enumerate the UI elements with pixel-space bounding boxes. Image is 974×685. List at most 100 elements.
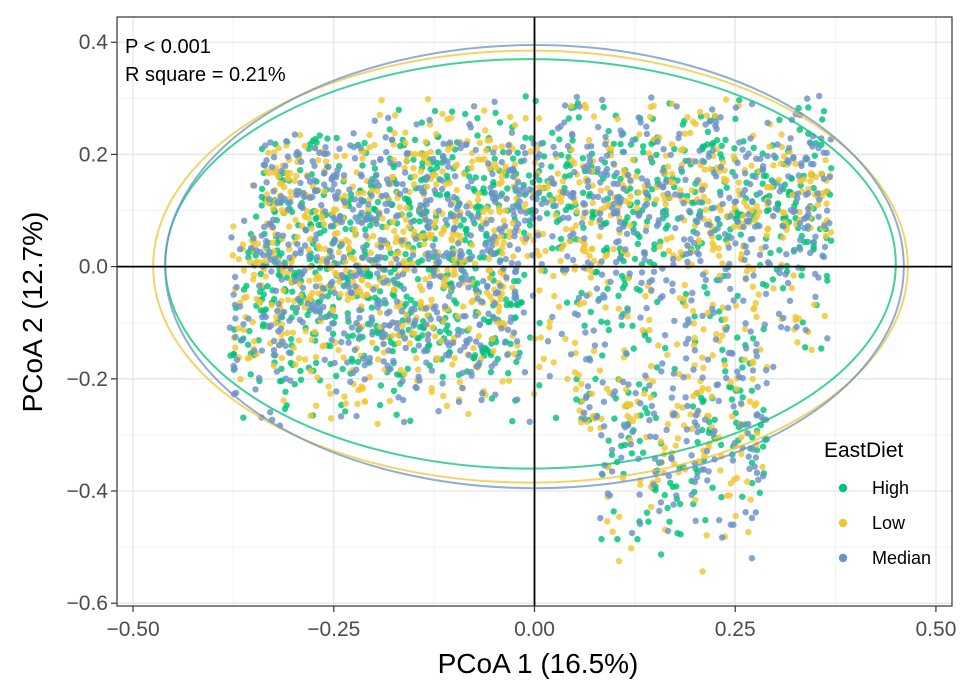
data-point bbox=[505, 149, 513, 156]
data-point bbox=[590, 113, 598, 120]
data-point bbox=[275, 300, 282, 307]
data-point bbox=[554, 125, 562, 132]
data-point bbox=[713, 137, 721, 144]
data-point bbox=[774, 141, 781, 148]
data-point bbox=[646, 258, 654, 266]
data-point bbox=[591, 342, 599, 349]
data-point bbox=[636, 131, 643, 138]
data-point bbox=[575, 371, 582, 379]
data-point bbox=[383, 223, 390, 231]
data-point bbox=[272, 168, 279, 175]
data-point bbox=[564, 142, 572, 150]
data-point bbox=[694, 438, 701, 446]
data-point bbox=[512, 288, 519, 295]
data-point bbox=[388, 260, 395, 267]
data-point bbox=[312, 236, 319, 243]
data-point bbox=[291, 131, 299, 138]
data-point bbox=[509, 418, 516, 425]
data-point bbox=[268, 268, 275, 275]
data-point bbox=[390, 387, 398, 394]
data-point bbox=[468, 372, 475, 379]
data-point bbox=[396, 203, 403, 211]
data-point bbox=[359, 162, 366, 169]
data-point bbox=[634, 240, 642, 247]
data-point bbox=[678, 165, 685, 173]
data-point bbox=[391, 227, 398, 235]
data-point bbox=[419, 332, 426, 339]
data-point bbox=[579, 189, 587, 196]
data-point bbox=[321, 188, 328, 195]
data-point bbox=[719, 260, 726, 267]
data-point bbox=[811, 152, 818, 159]
data-point bbox=[362, 226, 369, 233]
data-point bbox=[327, 415, 335, 422]
legend-label-low: Low bbox=[872, 513, 906, 533]
data-point bbox=[294, 148, 301, 156]
data-point bbox=[786, 297, 794, 304]
data-point bbox=[565, 203, 572, 210]
data-point bbox=[699, 186, 706, 193]
data-point bbox=[740, 212, 747, 220]
data-point bbox=[756, 222, 763, 230]
data-point bbox=[318, 215, 326, 222]
data-point bbox=[434, 253, 441, 260]
data-point bbox=[753, 313, 760, 320]
data-point bbox=[499, 250, 506, 257]
data-point bbox=[685, 335, 692, 342]
data-point bbox=[647, 394, 654, 401]
data-point bbox=[656, 507, 663, 515]
data-point bbox=[749, 446, 757, 453]
data-point bbox=[796, 220, 804, 227]
data-point bbox=[348, 324, 356, 331]
data-point bbox=[641, 390, 648, 397]
data-point bbox=[660, 167, 667, 174]
data-point bbox=[821, 312, 829, 320]
data-point bbox=[818, 170, 825, 177]
data-point bbox=[485, 160, 492, 167]
data-point bbox=[765, 206, 772, 213]
data-point bbox=[457, 144, 464, 152]
data-point bbox=[230, 362, 237, 370]
data-point bbox=[237, 376, 244, 383]
data-point bbox=[278, 250, 285, 257]
data-point bbox=[546, 318, 554, 325]
data-point bbox=[687, 411, 694, 418]
data-point bbox=[358, 383, 365, 390]
data-point bbox=[603, 251, 611, 258]
data-point bbox=[440, 277, 448, 284]
data-point bbox=[805, 104, 812, 111]
data-point bbox=[717, 441, 725, 449]
data-point bbox=[716, 276, 723, 284]
data-point bbox=[371, 141, 378, 149]
data-point bbox=[422, 346, 429, 353]
data-point bbox=[336, 212, 344, 220]
data-point bbox=[598, 432, 605, 439]
data-point bbox=[395, 161, 402, 168]
data-point bbox=[429, 242, 437, 249]
data-point bbox=[406, 340, 413, 347]
data-point bbox=[636, 491, 643, 498]
data-point bbox=[327, 390, 334, 397]
data-point bbox=[491, 98, 498, 106]
data-point bbox=[451, 297, 458, 304]
data-point bbox=[341, 199, 349, 206]
data-point bbox=[552, 202, 559, 209]
data-point bbox=[357, 196, 365, 203]
data-point bbox=[282, 388, 289, 395]
data-point bbox=[642, 227, 650, 235]
data-point bbox=[376, 111, 384, 119]
data-point bbox=[334, 260, 341, 268]
data-point bbox=[523, 209, 530, 216]
data-point bbox=[511, 121, 519, 129]
data-point bbox=[723, 184, 730, 191]
data-point bbox=[584, 383, 592, 390]
data-point bbox=[491, 155, 498, 162]
data-point bbox=[389, 136, 396, 143]
data-point bbox=[513, 295, 520, 302]
data-point bbox=[623, 386, 630, 393]
data-point bbox=[646, 213, 653, 221]
data-point bbox=[676, 192, 683, 199]
data-point bbox=[482, 241, 489, 248]
data-point bbox=[596, 367, 604, 374]
data-point bbox=[796, 126, 803, 133]
